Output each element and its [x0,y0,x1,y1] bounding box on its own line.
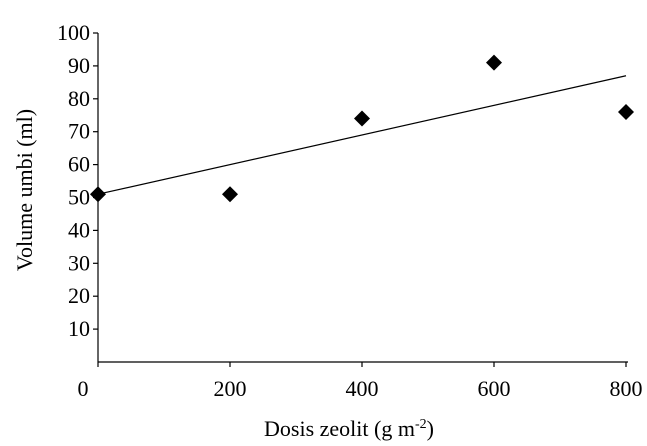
x-axis-title: Dosis zeolit (g m-2) [264,416,434,441]
data-point [354,110,370,127]
y-tick-label: 20 [68,283,90,308]
data-point [222,186,238,203]
y-tick-label: 30 [68,250,90,275]
y-tick-label: 10 [68,316,90,341]
data-points [90,54,634,203]
x-tick-label: 800 [610,376,643,401]
y-tick-label: 90 [68,53,90,78]
x-tick-label: 400 [346,376,379,401]
y-tick-label: 40 [68,217,90,242]
x-tick-label: 0 [78,376,89,401]
data-point [90,186,106,203]
y-tick-label: 80 [68,86,90,111]
x-tick-label: 200 [214,376,247,401]
y-axis: 10 20 30 40 50 60 70 80 90 100 [57,20,99,362]
y-axis-title: Volume umbi (ml) [12,109,37,271]
trendline-group [97,75,627,195]
y-tick-label: 70 [68,119,90,144]
trendline [97,75,627,195]
data-point [618,103,634,120]
y-tick-label: 100 [57,20,90,45]
y-tick-label: 60 [68,152,90,177]
x-axis: 0 200 400 600 800 [78,361,643,401]
y-tick-label: 50 [68,185,90,210]
data-point [486,54,502,71]
x-tick-label: 600 [478,376,511,401]
